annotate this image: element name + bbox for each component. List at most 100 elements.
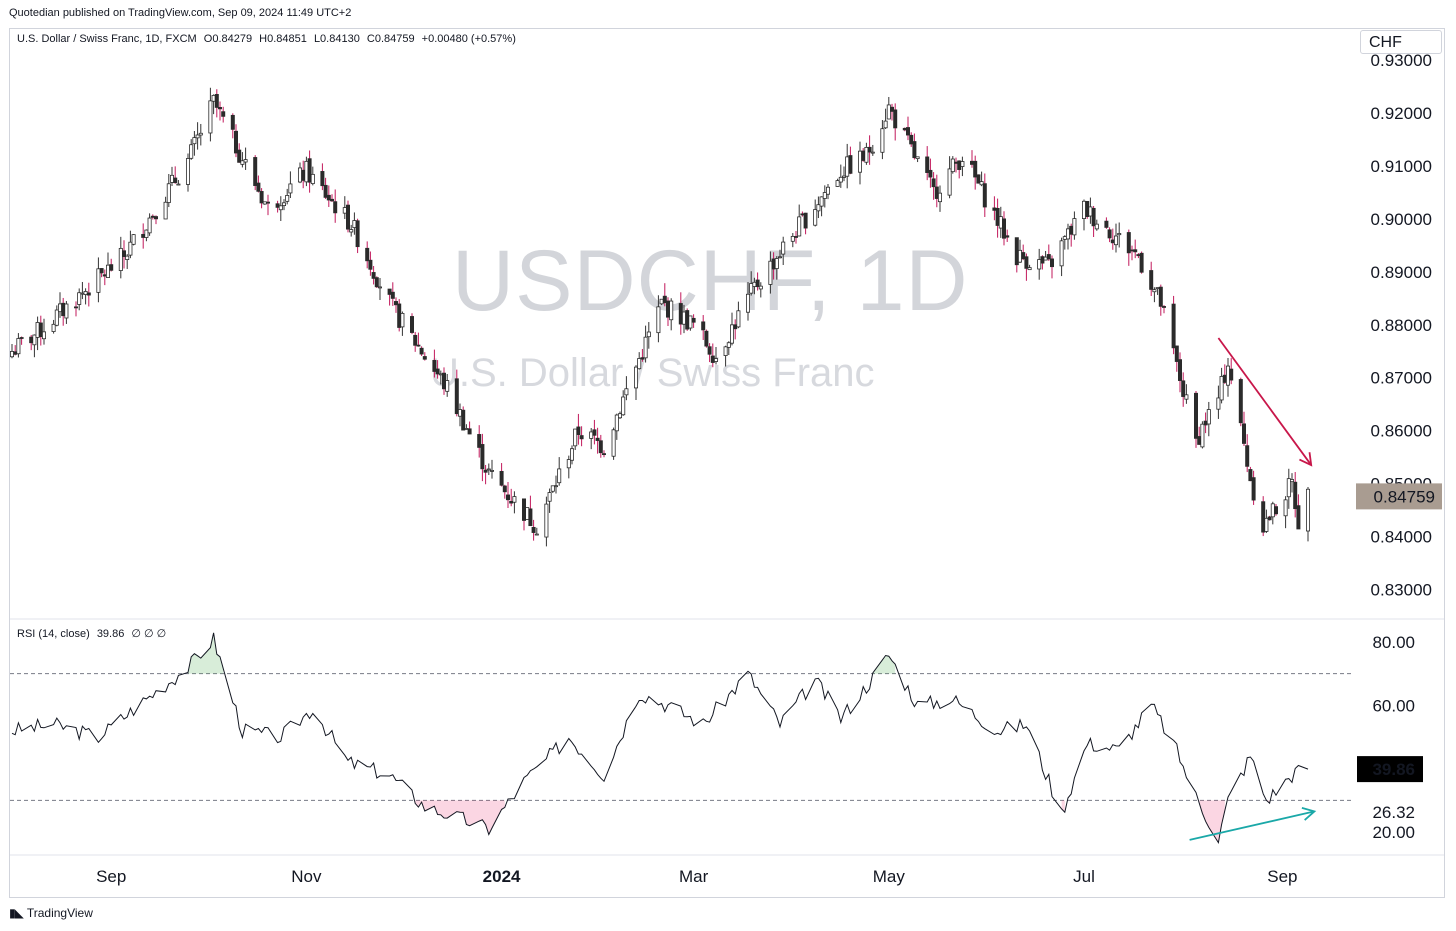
candle-body: [643, 336, 648, 359]
candle-body: [109, 264, 114, 271]
rsi-line: [11, 632, 1309, 844]
candle: [662, 283, 667, 307]
candle: [1133, 239, 1138, 259]
rsi-current-tag: [1357, 756, 1423, 783]
price-tick-label: 0.89000: [1371, 263, 1432, 282]
candle: [1088, 197, 1093, 224]
candle-body: [499, 470, 504, 486]
candle-body: [1072, 218, 1077, 236]
candle: [141, 223, 146, 249]
trend-arrows[interactable]: [1189, 337, 1317, 841]
candle-body: [947, 168, 952, 196]
candle-body: [976, 174, 981, 184]
pane-separators: [10, 618, 1444, 856]
candle: [902, 127, 907, 132]
candle: [861, 148, 866, 162]
candle-body: [102, 274, 107, 277]
candle: [960, 156, 965, 177]
candle: [38, 315, 43, 346]
candle-body: [166, 183, 171, 203]
candle: [915, 156, 920, 163]
candle-body: [61, 302, 66, 317]
candle: [550, 485, 555, 493]
candle: [35, 316, 40, 351]
candle-body: [688, 315, 693, 329]
candle: [419, 346, 424, 356]
candle: [752, 277, 757, 295]
candle: [906, 116, 911, 141]
rsi-current-label: 39.86: [1372, 760, 1415, 779]
rsi-tick-label: 80.00: [1372, 633, 1415, 652]
tradingview-brand[interactable]: ▮◣ TradingView: [9, 906, 93, 920]
candle-body: [243, 159, 248, 163]
candle: [265, 194, 270, 216]
candle: [1155, 287, 1160, 295]
candle: [387, 288, 392, 306]
time-tick-label: Mar: [679, 867, 709, 886]
candle-body: [1248, 469, 1253, 482]
candle-body: [1306, 488, 1311, 532]
candle: [198, 123, 203, 146]
time-axis[interactable]: Sep Nov 2024 Mar May Jul Sep: [96, 867, 1297, 886]
rsi-legend[interactable]: RSI (14, close) 39.86 ∅ ∅ ∅: [17, 627, 170, 640]
candle-body: [9, 351, 14, 358]
candle: [1184, 384, 1189, 404]
candle: [858, 141, 863, 185]
candle: [768, 251, 773, 294]
candle-body: [634, 366, 639, 389]
candle-body: [477, 434, 482, 448]
candle: [64, 301, 69, 324]
candle-body: [288, 183, 293, 194]
candle-body: [1286, 478, 1291, 498]
candle: [819, 196, 824, 217]
price-axis[interactable]: 0.93000 0.92000 0.91000 0.90000 0.89000 0.880…: [1371, 51, 1432, 600]
candle: [413, 331, 418, 352]
candle-body: [467, 428, 472, 435]
candle: [970, 150, 975, 168]
candle: [547, 488, 552, 513]
candle-body: [237, 149, 242, 163]
candle: [1040, 255, 1045, 270]
candle: [688, 315, 693, 331]
candle-body: [457, 409, 462, 417]
candle: [710, 343, 715, 368]
candle-body: [131, 234, 136, 245]
candle-body: [950, 158, 955, 173]
candle: [51, 319, 56, 334]
candle-body: [1046, 254, 1051, 260]
candle-body: [106, 264, 111, 278]
rsi-extreme-fill: [415, 800, 505, 835]
candle: [1286, 468, 1291, 509]
rsi-axis[interactable]: 80.00 60.00 20.00: [1372, 633, 1415, 842]
legend-low: L0.84130: [313, 33, 360, 45]
candle: [1082, 199, 1087, 231]
candle: [275, 200, 280, 213]
candle: [707, 343, 712, 363]
candle-body: [1264, 517, 1269, 532]
candle: [230, 113, 235, 139]
main-legend[interactable]: U.S. Dollar / Swiss Franc, 1D, FXCM O0.8…: [17, 33, 520, 45]
candle-body: [349, 229, 354, 233]
candle-body: [192, 137, 197, 145]
candle-body: [1194, 392, 1199, 439]
candle: [32, 334, 37, 358]
candle-body: [992, 207, 997, 211]
candle: [848, 146, 853, 175]
candle: [1091, 205, 1096, 237]
candle: [77, 288, 82, 311]
candle-body: [547, 492, 552, 502]
candle-body: [208, 100, 213, 134]
candle: [534, 527, 539, 536]
currency-button[interactable]: CHF: [1360, 30, 1442, 54]
candle-body: [80, 292, 85, 295]
candle-body: [819, 196, 824, 207]
candle: [1104, 217, 1109, 229]
candle-body: [915, 156, 920, 160]
rsi-extreme-fills: [188, 632, 1270, 843]
candle: [1200, 421, 1205, 449]
candle: [883, 108, 888, 129]
candle-body: [1021, 252, 1026, 260]
candle-body: [678, 303, 683, 325]
candle: [666, 297, 671, 326]
